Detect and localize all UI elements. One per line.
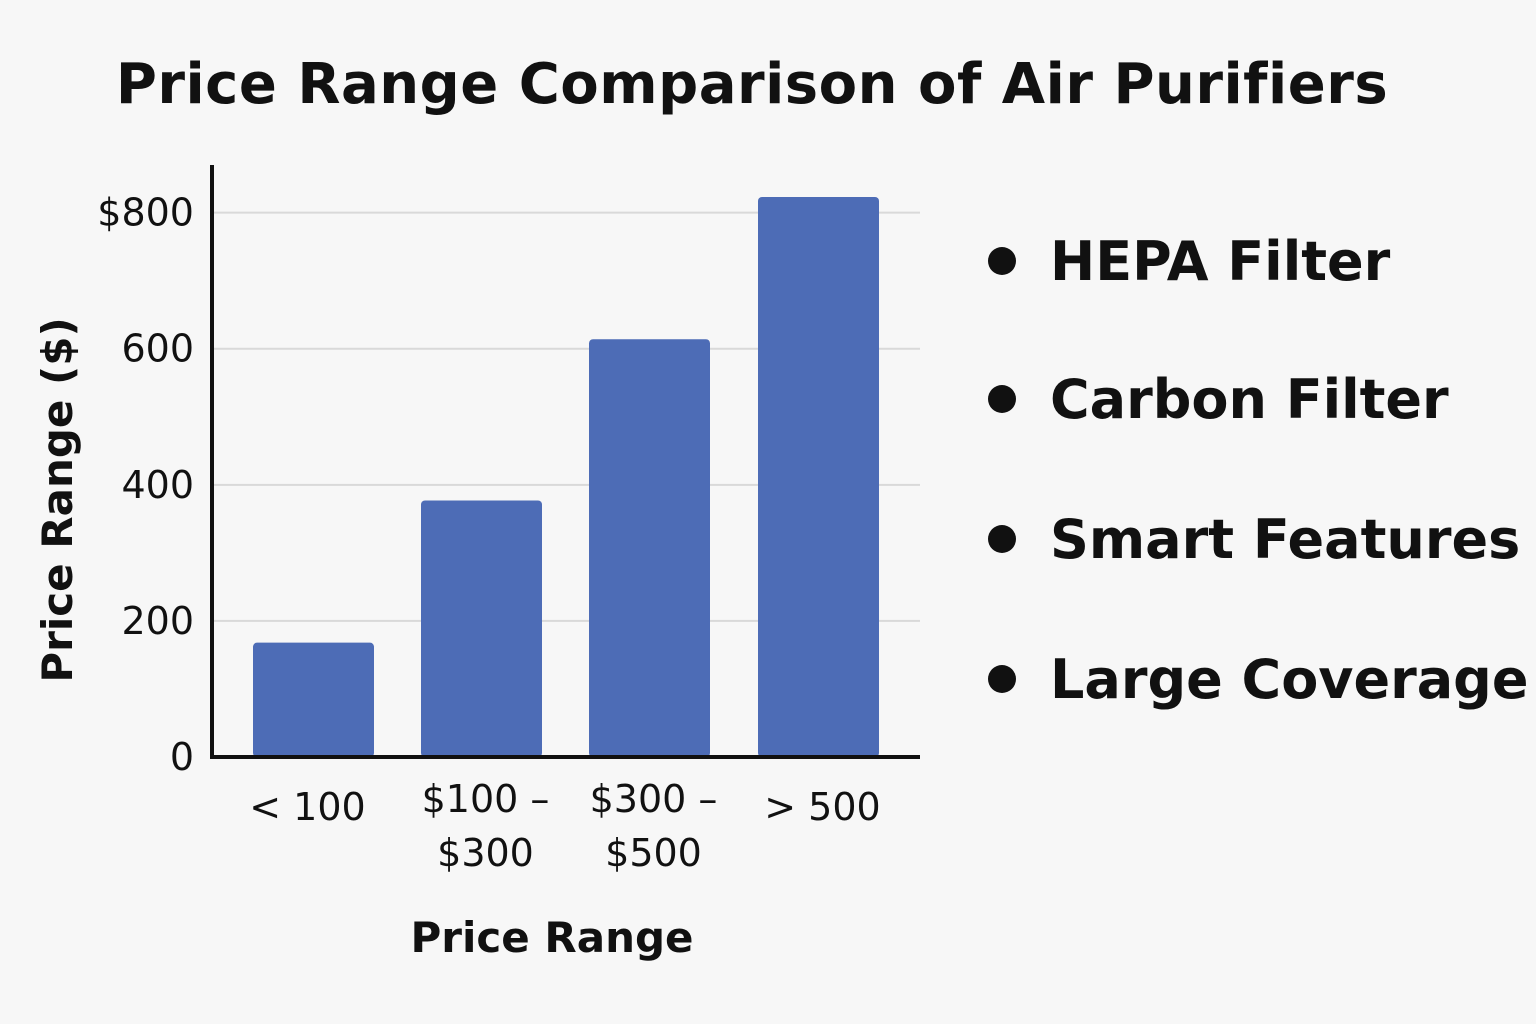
bullet-icon xyxy=(988,385,1016,413)
legend-label: HEPA Filter xyxy=(1050,229,1391,293)
axes xyxy=(210,165,920,759)
x-tick-label: $300 – $500 xyxy=(590,777,718,875)
bar-chart: 0 200 400 600 $800 < 100 $100 – $300 $300 – $500… xyxy=(33,165,920,962)
x-axis-title: Price Range xyxy=(410,913,693,962)
x-tick-labels: < 100 $100 – $300 $300 – $500 > 500 xyxy=(249,777,880,875)
legend-item: Carbon Filter xyxy=(988,360,1449,438)
bar xyxy=(589,339,710,757)
y-tick-label: $800 xyxy=(97,191,194,235)
y-tick-labels: 0 200 400 600 $800 xyxy=(97,191,194,779)
x-tick-label: $100 – $300 xyxy=(422,777,550,875)
bar xyxy=(758,196,879,757)
chart-title: Price Range Comparison of Air Purifiers xyxy=(115,52,1389,117)
legend-label: Large Coverage xyxy=(1050,647,1529,711)
x-tick-label: > 500 xyxy=(764,785,880,829)
legend-label: Carbon Filter xyxy=(1050,367,1449,431)
y-axis-title: Price Range ($) xyxy=(33,317,82,682)
bullet-icon xyxy=(988,525,1016,553)
legend-label: Smart Features xyxy=(1050,507,1521,571)
x-tick-label: < 100 xyxy=(249,785,365,829)
legend-item: Smart Features xyxy=(988,500,1520,578)
y-tick-label: 600 xyxy=(121,327,194,371)
bullet-icon xyxy=(988,665,1016,693)
legend-item: Large Coverage xyxy=(988,640,1528,718)
y-tick-label: 0 xyxy=(170,735,194,779)
legend-item: HEPA Filter xyxy=(988,222,1390,300)
y-tick-label: 400 xyxy=(121,463,194,507)
y-tick-label: 200 xyxy=(121,599,194,643)
bar xyxy=(421,500,542,757)
bullet-icon xyxy=(988,247,1016,275)
bar xyxy=(253,642,374,757)
bars xyxy=(253,196,879,757)
